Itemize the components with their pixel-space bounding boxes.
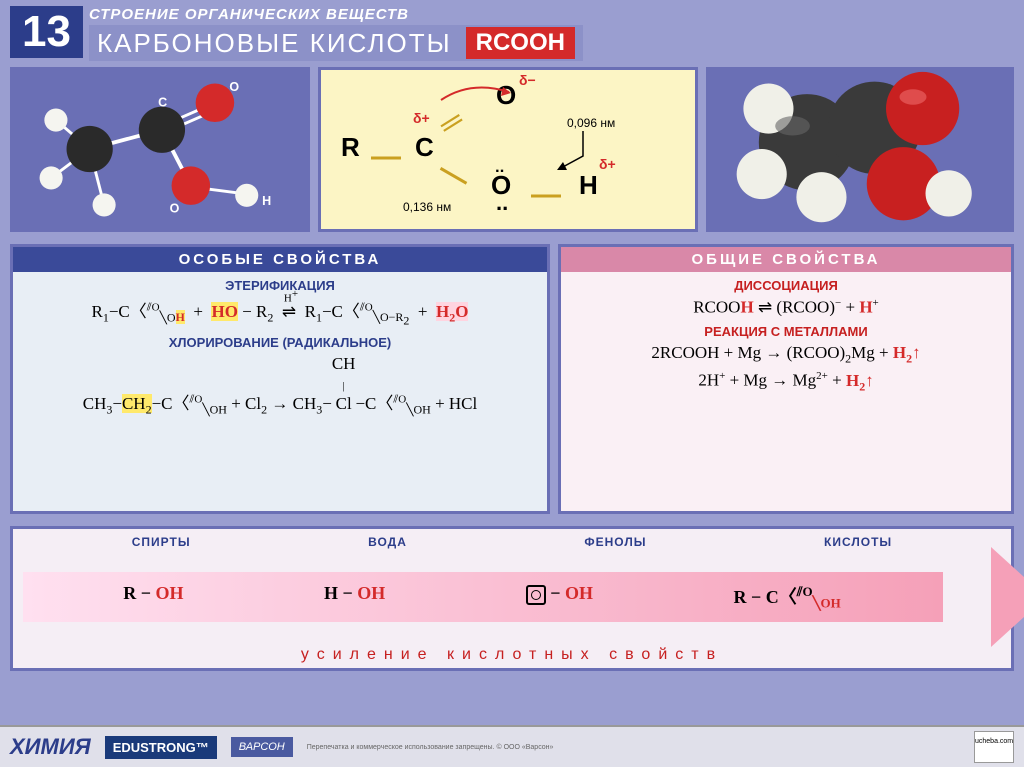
dissociation-eq: RCOOH ⇌ (RCOO)− + H+: [561, 297, 1011, 318]
footer-brand2: ВАРСОН: [231, 737, 293, 757]
general-properties: ОБЩИЕ СВОЙСТВА ДИССОЦИАЦИЯ RCOOH ⇌ (RCOO…: [558, 244, 1014, 514]
footer-brand1: EDUSTRONG™: [105, 736, 217, 759]
subtitle: КАРБОНОВЫЕ КИСЛОТЫ: [97, 28, 452, 59]
esterification-label: ЭТЕРИФИКАЦИЯ: [13, 278, 547, 293]
item-phoh: − OH: [526, 583, 593, 612]
footer-subject: ХИМИЯ: [10, 734, 91, 760]
dissociation-label: ДИССОЦИАЦИЯ: [561, 278, 1011, 293]
ball-stick-model: C O O H: [10, 67, 310, 232]
top-row: C O O H R — C δ+ ═ O δ− — O ¨ .. — H δ+ …: [0, 61, 1024, 238]
footer-fine: Перепечатка и коммерческое использование…: [307, 744, 960, 751]
svg-text:O: O: [229, 80, 239, 94]
svg-text:C: C: [158, 96, 167, 110]
item-roh: R − OH: [123, 583, 183, 612]
acidity-arrow: СПИРТЫ ВОДА ФЕНОЛЫ КИСЛОТЫ R − OH H − OH…: [10, 526, 1014, 671]
metals-label: РЕАКЦИЯ С МЕТАЛЛАМИ: [561, 324, 1011, 339]
formula-badge: RCOOH: [466, 27, 575, 59]
metals-eq1: 2RCOOH + Mg → (RCOO)2Mg + H2↑: [561, 343, 1011, 366]
cat-water: ВОДА: [368, 535, 407, 549]
svg-text:O: O: [170, 202, 180, 216]
chapter-number: 13: [10, 6, 83, 58]
special-title: ОСОБЫЕ СВОЙСТВА: [13, 247, 547, 272]
esterification-eq: R1−C〈⫽O╲OH + HO − R2 ⇌H+ R1−C〈⫽O╲O−R2 + …: [13, 297, 547, 329]
acidity-caption: усиление кислотных свойств: [13, 646, 1011, 664]
mid-row: ОСОБЫЕ СВОЙСТВА ЭТЕРИФИКАЦИЯ R1−C〈⫽O╲OH …: [0, 238, 1024, 520]
cat-phenols: ФЕНОЛЫ: [584, 535, 646, 549]
footer-logo: ucheba.com: [974, 731, 1014, 763]
general-title: ОБЩИЕ СВОЙСТВА: [561, 247, 1011, 272]
space-fill-model: [706, 67, 1014, 232]
chlorination-label: ХЛОРИРОВАНИЕ (РАДИКАЛЬНОЕ): [13, 335, 547, 350]
metals-eq2: 2H+ + Mg → Mg2+ + H2↑: [561, 370, 1011, 394]
cat-alcohols: СПИРТЫ: [132, 535, 191, 549]
svg-text:H: H: [262, 194, 271, 208]
special-properties: ОСОБЫЕ СВОЙСТВА ЭТЕРИФИКАЦИЯ R1−C〈⫽O╲OH …: [10, 244, 550, 514]
header: 13 СТРОЕНИЕ ОРГАНИЧЕСКИХ ВЕЩЕСТВ КАРБОНО…: [0, 0, 1024, 61]
item-hoh: H − OH: [324, 583, 385, 612]
cat-acids: КИСЛОТЫ: [824, 535, 892, 549]
lewis-structure: R — C δ+ ═ O δ− — O ¨ .. — H δ+ 0,136 нм…: [318, 67, 698, 232]
footer: ХИМИЯ EDUSTRONG™ ВАРСОН Перепечатка и ко…: [0, 725, 1024, 767]
item-rcooh: R − C〈⫽O╲OH: [733, 583, 840, 612]
overtitle: СТРОЕНИЕ ОРГАНИЧЕСКИХ ВЕЩЕСТВ: [89, 6, 583, 23]
chlorination-eq: CH3−CH2−C〈⫽O╲OH + Cl2 → CH3−CH|Cl−C〈⫽O╲O…: [13, 354, 547, 417]
